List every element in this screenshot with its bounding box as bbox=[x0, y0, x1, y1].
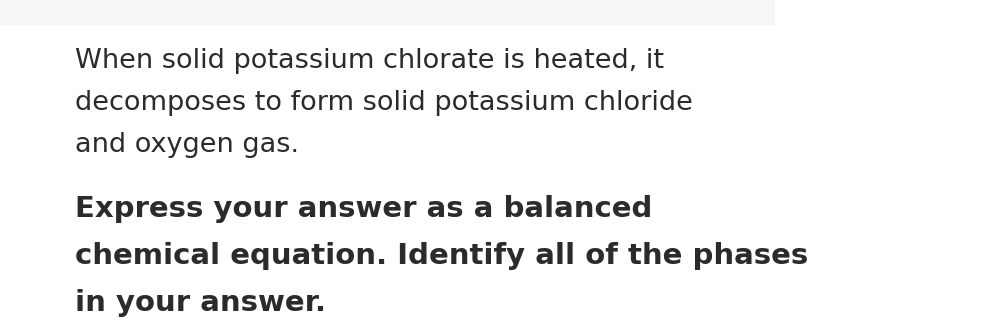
Text: Express your answer as a balanced: Express your answer as a balanced bbox=[75, 195, 652, 223]
Text: decomposes to form solid potassium chloride: decomposes to form solid potassium chlor… bbox=[75, 90, 693, 116]
Text: chemical equation. Identify all of the phases: chemical equation. Identify all of the p… bbox=[75, 242, 808, 270]
Text: When solid potassium chlorate is heated, it: When solid potassium chlorate is heated,… bbox=[75, 48, 664, 74]
Text: and oxygen gas.: and oxygen gas. bbox=[75, 132, 299, 158]
Text: in your answer.: in your answer. bbox=[75, 289, 326, 317]
